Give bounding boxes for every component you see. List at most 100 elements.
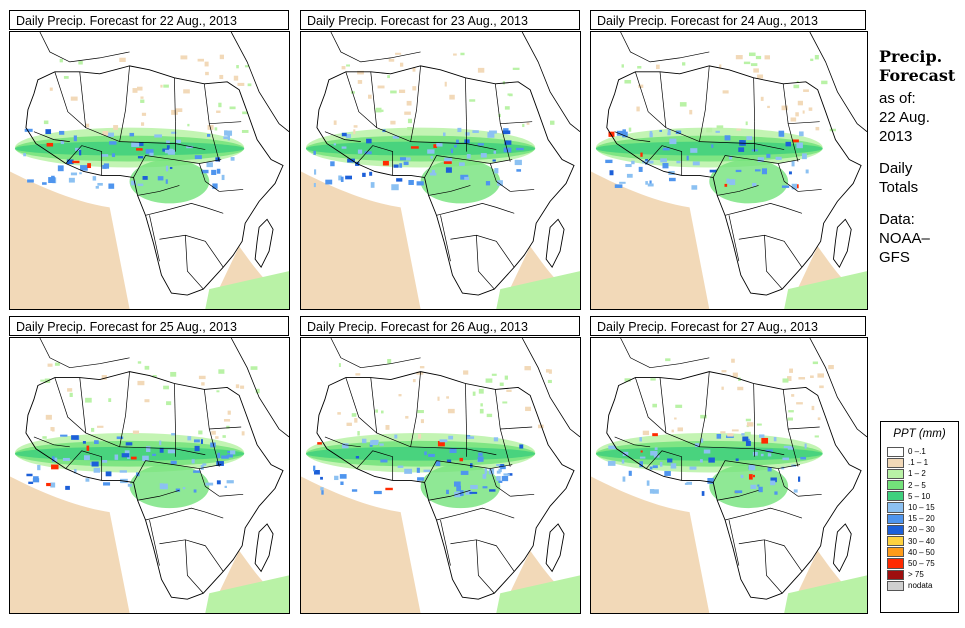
rain-cell <box>54 457 58 462</box>
country-border <box>324 131 361 142</box>
rain-cell <box>753 68 759 73</box>
rain-cell <box>314 169 317 175</box>
rain-cell <box>186 145 194 149</box>
rain-cell <box>163 84 169 88</box>
rain-cell <box>59 130 65 135</box>
rain-cell <box>665 358 671 362</box>
europe-coast <box>620 338 710 369</box>
rain-cell <box>622 129 626 134</box>
rain-cell <box>423 469 431 473</box>
rain-zone <box>205 575 289 613</box>
rain-cell <box>499 382 504 386</box>
rain-cell <box>194 445 200 452</box>
rain-cell <box>388 58 395 62</box>
legend-swatch <box>887 547 904 558</box>
rain-cell <box>23 153 27 157</box>
rain-cell <box>205 71 209 76</box>
rain-zone <box>205 271 289 309</box>
rain-cell <box>664 471 671 476</box>
rain-cell <box>247 83 252 87</box>
rain-cell <box>724 135 731 141</box>
rain-cell <box>735 55 743 60</box>
rain-cell <box>819 385 824 389</box>
rain-cell <box>201 382 205 386</box>
rain-cell <box>370 182 375 188</box>
legend-row: 1 – 2 <box>881 468 958 480</box>
country-border <box>185 539 204 594</box>
rain-cell <box>649 131 653 135</box>
country-border <box>119 65 130 142</box>
rain-cell <box>640 152 643 157</box>
rain-cell <box>729 179 736 186</box>
legend-swatch <box>887 580 904 591</box>
rain-cell <box>170 460 177 465</box>
country-border <box>149 215 160 262</box>
rain-cell <box>119 57 126 63</box>
rain-cell <box>169 148 174 155</box>
europe-coast <box>39 338 130 369</box>
legend-row: 2 – 5 <box>881 480 958 491</box>
rain-cell <box>748 464 756 471</box>
rain-cell <box>381 109 384 112</box>
rain-cell <box>28 481 34 484</box>
forecast-map-2 <box>300 31 581 310</box>
rain-cell <box>684 482 688 485</box>
rain-cell <box>62 457 70 462</box>
rain-cell <box>226 454 233 458</box>
rain-cell <box>548 369 552 374</box>
legend-row: 5 – 10 <box>881 491 958 502</box>
rain-cell <box>206 133 211 137</box>
rain-cell <box>84 455 90 461</box>
rain-cell <box>506 389 512 392</box>
rain-cell <box>216 390 220 393</box>
rain-cell <box>433 144 438 148</box>
rain-cell <box>735 169 742 173</box>
rain-cell <box>726 178 730 184</box>
legend-label: > 75 <box>908 570 924 580</box>
rain-cell <box>206 162 213 168</box>
rain-cell <box>674 417 677 420</box>
rain-cell <box>649 180 652 184</box>
rain-cell <box>446 396 450 399</box>
rain-cell <box>399 62 404 67</box>
rain-cell <box>175 108 183 113</box>
europe-coast <box>330 32 421 63</box>
rain-cell <box>353 125 358 128</box>
country-border <box>764 235 783 290</box>
rain-cell <box>217 452 221 459</box>
legend-swatch <box>887 502 904 513</box>
rain-cell <box>742 436 749 442</box>
coastline <box>316 371 575 600</box>
rain-cell <box>159 483 164 490</box>
country-border <box>356 145 394 176</box>
rain-cell <box>103 482 111 486</box>
rain-cell <box>522 123 525 128</box>
rain-cell <box>469 491 478 494</box>
rain-cell <box>193 489 197 493</box>
rain-cell <box>43 120 49 125</box>
rain-cell <box>631 160 635 165</box>
legend-swatch <box>887 513 904 524</box>
rain-cell <box>214 127 218 131</box>
rain-cell <box>464 139 470 144</box>
rain-cell <box>460 470 469 475</box>
rain-cell <box>767 466 772 472</box>
rain-cell <box>453 53 457 56</box>
country-border <box>428 185 471 196</box>
rain-cell <box>47 363 53 367</box>
rain-cell <box>224 130 228 136</box>
rain-cell <box>159 440 162 446</box>
country-border <box>370 71 411 142</box>
rain-cell <box>398 89 406 94</box>
rain-cell <box>136 86 143 91</box>
rain-cell <box>45 129 52 135</box>
rain-cell <box>796 80 799 83</box>
forecast-map-3 <box>590 31 868 310</box>
rain-cell <box>145 149 154 154</box>
coastline <box>316 65 575 296</box>
rain-band <box>420 159 501 204</box>
rain-cell <box>752 451 758 456</box>
country-border <box>370 377 411 448</box>
rain-cell <box>170 371 177 377</box>
rain-cell <box>187 123 190 127</box>
